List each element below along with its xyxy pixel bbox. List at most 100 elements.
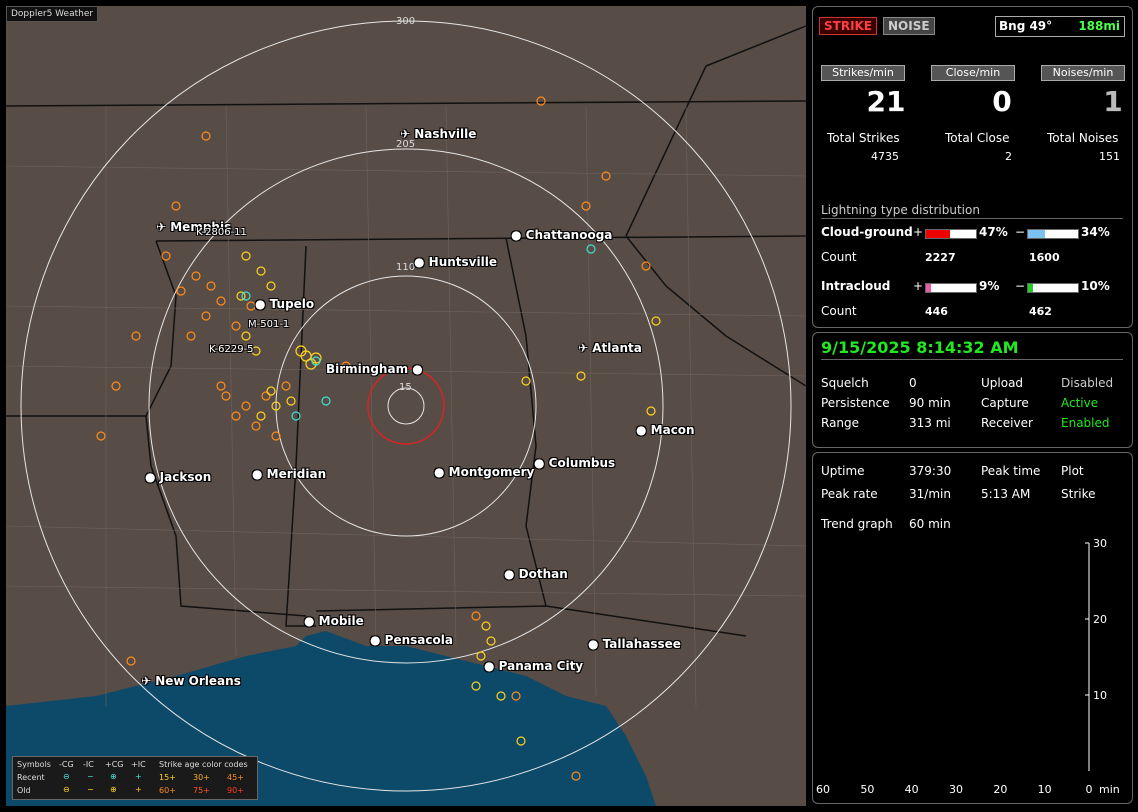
city-memphis: ✈ Memphis — [156, 220, 232, 234]
station-label: M-501-1 — [248, 319, 290, 330]
trend-graph: 30 20 10 60 50 40 30 20 10 0 min — [816, 537, 1120, 796]
y-tick-label: 20 — [1093, 613, 1107, 626]
total-close-value: 2 — [1005, 150, 1012, 163]
total-close-label: Total Close — [945, 131, 1010, 145]
count-label: Count — [821, 304, 857, 318]
recent-neg-cg-icon: ⊖ — [63, 772, 70, 781]
receiver-value: Enabled — [1061, 416, 1110, 430]
old-neg-cg-icon: ⊖ — [63, 785, 70, 794]
peak-time-label: Peak time — [981, 464, 1041, 478]
strike-stats-panel: STRIKE NOISE Bng 49° 188mi Strikes/min C… — [812, 6, 1133, 328]
legend-col: +IC — [131, 760, 146, 769]
x-tick-label: 30 — [949, 783, 963, 796]
x-tick-label: 20 — [993, 783, 1007, 796]
ic-positive-bar — [925, 283, 977, 293]
city-panama-city: ● Panama City — [484, 659, 584, 673]
legend-recent: Recent — [17, 773, 45, 782]
map-canvas — [6, 20, 806, 806]
legend-age: 45+ — [227, 773, 244, 782]
legend-col: +CG — [105, 760, 124, 769]
count-label: Count — [821, 250, 857, 264]
plot-label: Plot — [1061, 464, 1084, 478]
peak-rate-label: Peak rate — [821, 487, 878, 501]
legend-age-title: Strike age color codes — [159, 760, 248, 769]
minus-sign: − — [1015, 225, 1026, 239]
ring-label-205: 205 — [396, 139, 416, 150]
city-tupelo: ● Tupelo — [255, 297, 315, 311]
city-dothan: ● Dothan — [504, 567, 568, 581]
symbol-legend: Symbols -CG -IC +CG +IC Strike age color… — [12, 756, 258, 800]
trend-graph-value[interactable]: 60 min — [909, 517, 951, 531]
recent-pos-cg-icon: ⊕ — [110, 772, 117, 781]
city-new-orleans: ✈ New Orleans — [141, 674, 241, 688]
noise-button[interactable]: NOISE — [883, 17, 935, 35]
legend-old: Old — [17, 786, 31, 795]
trend-graph-label: Trend graph — [821, 517, 893, 531]
station-label: K-6229-5 — [209, 344, 254, 355]
legend-col: -IC — [83, 760, 94, 769]
peak-time-value: 5:13 AM — [981, 487, 1031, 501]
ic-positive-count: 446 — [925, 305, 948, 318]
city-macon: ● Macon — [636, 423, 695, 437]
strikes-per-min-label: Strikes/min — [821, 65, 905, 81]
legend-col: -CG — [59, 760, 74, 769]
cg-negative-pct: 34% — [1081, 225, 1110, 239]
plus-sign: + — [913, 225, 924, 239]
city-jackson: ● Jackson — [145, 470, 212, 484]
city-huntsville: ● Huntsville — [414, 255, 497, 269]
uptime-value: 379:30 — [909, 464, 952, 478]
persistence-label: Persistence — [821, 396, 890, 410]
cg-positive-pct: 47% — [979, 225, 1008, 239]
legend-age: 30+ — [193, 773, 210, 782]
legend-symbols-title: Symbols — [17, 760, 51, 769]
uptime-label: Uptime — [821, 464, 865, 478]
distance-value: 188mi — [1078, 19, 1120, 33]
station-label: K-2806-11 — [196, 227, 247, 238]
cloud-ground-label: Cloud-ground — [821, 225, 913, 239]
close-per-min-value: 0 — [992, 85, 1012, 118]
total-strikes-value: 4735 — [871, 150, 899, 163]
app-brand: Doppler5 Weather — [6, 6, 99, 22]
city-chattanooga: ● Chattanooga — [511, 228, 613, 242]
divider — [821, 359, 1123, 360]
close-strike-ring — [367, 367, 445, 445]
capture-value: Active — [1061, 396, 1099, 410]
lightning-map[interactable]: Doppler5 Weather 300 205 110 15 ✈ Nashvi… — [6, 6, 806, 806]
legend-age: 15+ — [159, 773, 176, 782]
ic-negative-bar — [1027, 283, 1079, 293]
bearing-value: Bng 49° — [999, 19, 1053, 33]
city-tallahassee: ● Tallahassee — [588, 637, 681, 651]
y-tick-label: 30 — [1093, 537, 1107, 550]
strike-button[interactable]: STRIKE — [819, 17, 878, 35]
ic-negative-pct: 10% — [1081, 279, 1110, 293]
plot-value[interactable]: Strike — [1061, 487, 1096, 501]
range-value: 313 mi — [909, 416, 951, 430]
cg-negative-count: 1600 — [1029, 251, 1060, 264]
x-tick-label: 0 — [1086, 783, 1093, 796]
legend-age: 90+ — [227, 786, 244, 795]
close-per-min-label: Close/min — [931, 65, 1015, 81]
old-neg-ic-icon: − — [87, 785, 94, 794]
cg-positive-count: 2227 — [925, 251, 956, 264]
recent-neg-ic-icon: − — [87, 772, 94, 781]
noises-per-min-value: 1 — [1103, 85, 1123, 118]
cg-negative-bar — [1027, 229, 1079, 239]
cg-positive-bar — [925, 229, 977, 239]
city-birmingham: Birmingham ● — [326, 362, 423, 376]
divider — [821, 218, 1123, 219]
trend-panel: Uptime 379:30 Peak time Plot Peak rate 3… — [812, 452, 1133, 804]
city-atlanta: ✈ Atlanta — [578, 341, 642, 355]
ring-label-15: 15 — [399, 382, 412, 393]
upload-value: Disabled — [1061, 376, 1114, 390]
strike-cluster-west — [96, 96, 661, 781]
x-tick-label: 50 — [860, 783, 874, 796]
old-pos-cg-icon: ⊕ — [110, 785, 117, 794]
strikes-per-min-value: 21 — [866, 85, 906, 118]
city-pensacola: ● Pensacola — [370, 633, 453, 647]
noises-per-min-label: Noises/min — [1041, 65, 1125, 81]
x-tick-label: 40 — [905, 783, 919, 796]
ring-label-300: 300 — [396, 16, 416, 27]
legend-age: 75+ — [193, 786, 210, 795]
total-noises-value: 151 — [1099, 150, 1120, 163]
range-rings — [20, 20, 792, 792]
